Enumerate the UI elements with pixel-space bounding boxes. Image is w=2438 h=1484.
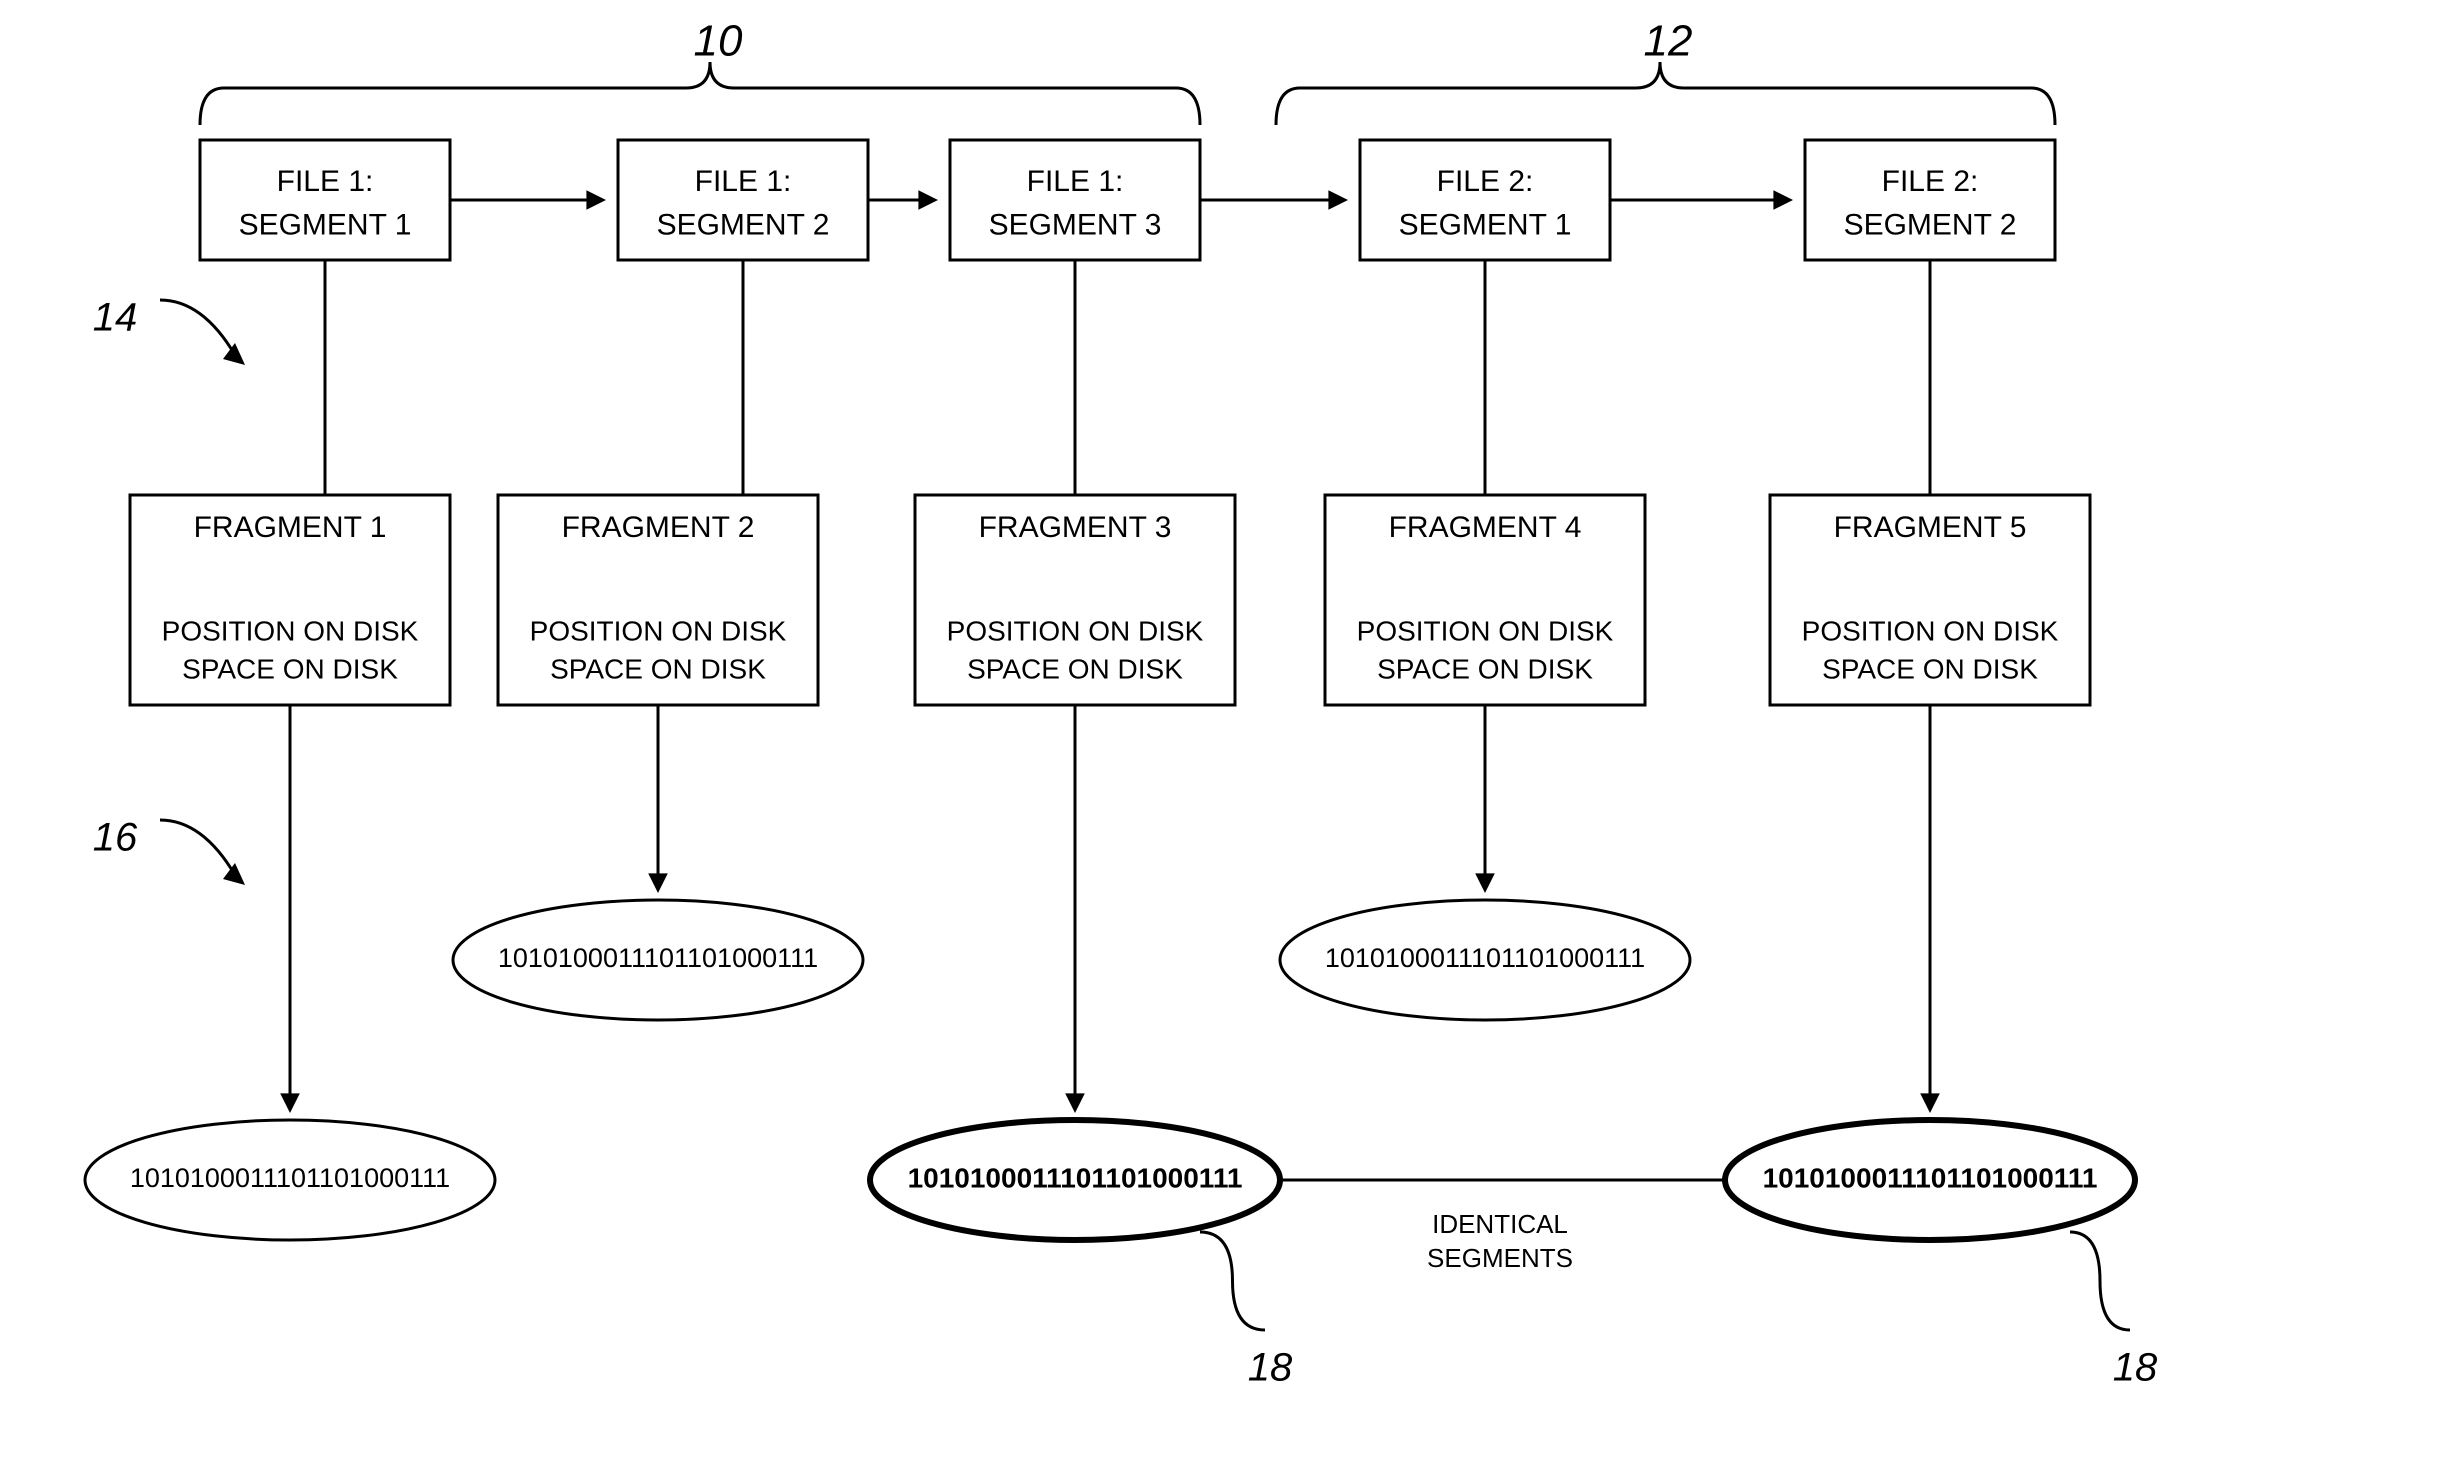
data-bits: 1010100011101101000111 (1325, 943, 1645, 973)
fragment-space: SPACE ON DISK (967, 653, 1183, 684)
ref-10: 10 (694, 17, 743, 66)
fragment-pos: POSITION ON DISK (1357, 615, 1614, 646)
ref-18: 18 (2113, 1346, 2158, 1390)
arrowhead (223, 863, 245, 885)
ref-arrow (160, 300, 235, 355)
fragment-pos: POSITION ON DISK (1802, 615, 2059, 646)
arrowhead (1475, 873, 1495, 893)
fragment-title: FRAGMENT 3 (979, 511, 1172, 544)
identical-label-2: SEGMENTS (1427, 1243, 1573, 1273)
arrowhead (280, 1093, 300, 1113)
segment-file-label: FILE 2: (1882, 165, 1979, 198)
fragment-title: FRAGMENT 5 (1834, 511, 2027, 544)
data-bits: 1010100011101101000111 (908, 1162, 1243, 1193)
ref-16: 16 (93, 816, 138, 860)
arrowhead (1773, 190, 1793, 210)
ref-arrow (160, 820, 235, 875)
arrowhead (918, 190, 938, 210)
brace (200, 62, 1200, 125)
fragment-title: FRAGMENT 4 (1389, 511, 1582, 544)
segment-file-label: FILE 1: (695, 165, 792, 198)
segment-name-label: SEGMENT 1 (239, 208, 412, 241)
data-bits: 1010100011101101000111 (130, 1163, 450, 1193)
fragment-pos: POSITION ON DISK (947, 615, 1204, 646)
data-bits: 1010100011101101000111 (498, 943, 818, 973)
leader-line (1200, 1232, 1265, 1330)
segment-name-label: SEGMENT 2 (657, 208, 830, 241)
ref-14: 14 (93, 296, 138, 340)
ref-12: 12 (1644, 17, 1693, 66)
arrowhead (586, 190, 606, 210)
segment-box (618, 140, 868, 260)
fragment-title: FRAGMENT 2 (562, 511, 755, 544)
brace (1276, 62, 2055, 125)
arrowhead (223, 343, 245, 365)
segment-name-label: SEGMENT 1 (1399, 208, 1572, 241)
arrowhead (648, 873, 668, 893)
segment-file-label: FILE 2: (1437, 165, 1534, 198)
segment-name-label: SEGMENT 3 (989, 208, 1162, 241)
arrowhead (1328, 190, 1348, 210)
identical-label-1: IDENTICAL (1432, 1209, 1568, 1239)
data-bits: 1010100011101101000111 (1763, 1162, 2098, 1193)
fragment-pos: POSITION ON DISK (530, 615, 787, 646)
arrowhead (1065, 1093, 1085, 1113)
segment-box (1805, 140, 2055, 260)
fragment-pos: POSITION ON DISK (162, 615, 419, 646)
fragment-title: FRAGMENT 1 (194, 511, 387, 544)
segment-box (1360, 140, 1610, 260)
arrowhead (1920, 1093, 1940, 1113)
leader-line (2070, 1232, 2130, 1330)
segment-name-label: SEGMENT 2 (1844, 208, 2017, 241)
fragment-space: SPACE ON DISK (1377, 653, 1593, 684)
segment-box (200, 140, 450, 260)
fragment-space: SPACE ON DISK (1822, 653, 2038, 684)
segment-box (950, 140, 1200, 260)
segment-file-label: FILE 1: (1027, 165, 1124, 198)
fragment-space: SPACE ON DISK (182, 653, 398, 684)
fragment-space: SPACE ON DISK (550, 653, 766, 684)
ref-18: 18 (1248, 1346, 1293, 1390)
segment-file-label: FILE 1: (277, 165, 374, 198)
